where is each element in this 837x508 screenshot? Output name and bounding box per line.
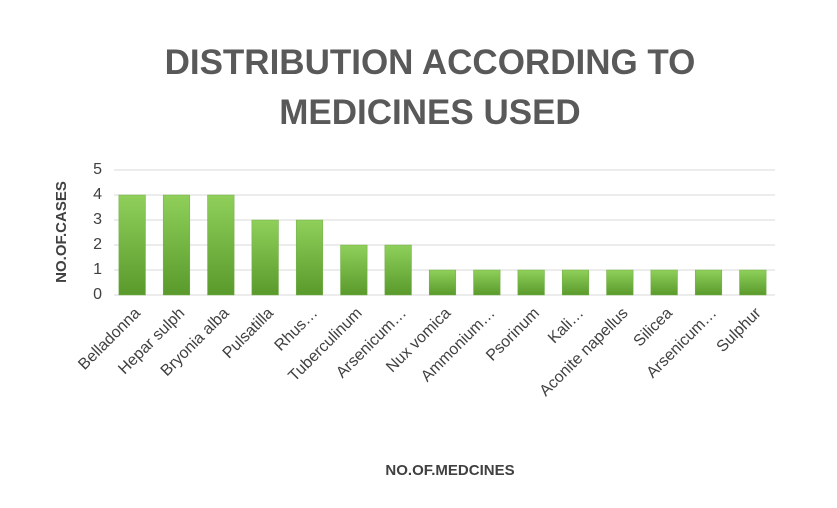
bar [207, 194, 235, 296]
x-tick-label: Sulphur [714, 304, 766, 356]
bar [428, 269, 457, 296]
y-tick-label: 0 [93, 286, 102, 303]
y-tick-label: 5 [93, 161, 102, 178]
x-axis-title: NO.OF.MEDCINES [385, 462, 514, 479]
y-tick-label: 2 [93, 236, 102, 253]
chart-title: DISTRIBUTION ACCORDING TO MEDICINES USED [164, 43, 696, 132]
bar [694, 269, 723, 296]
y-tick-label: 1 [93, 261, 102, 278]
y-tick-label: 4 [93, 186, 102, 203]
y-tick-label: 3 [93, 211, 102, 228]
bar [162, 194, 191, 296]
bar [118, 194, 146, 296]
bar [561, 269, 590, 296]
bar [517, 269, 545, 296]
bar [650, 269, 678, 296]
bar [473, 269, 501, 296]
bar [606, 269, 634, 296]
bar [739, 269, 767, 296]
bar [340, 244, 368, 296]
bar [295, 219, 324, 296]
bar [384, 244, 412, 296]
y-axis-title: NO.OF.CASES [53, 181, 70, 283]
bar [251, 219, 279, 296]
x-tick-label: Kali… [545, 305, 587, 347]
